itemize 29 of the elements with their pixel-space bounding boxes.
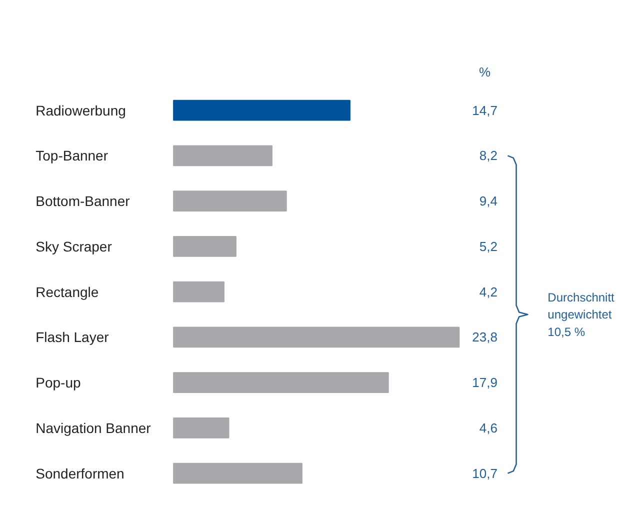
y-tick-label: Rectangle — [36, 284, 99, 300]
bar — [173, 417, 230, 438]
data-label: 14,7 — [472, 102, 498, 118]
data-label: 5,2 — [479, 238, 498, 254]
bar — [173, 236, 236, 257]
bar — [173, 281, 224, 302]
y-tick-label: Sky Scraper — [36, 238, 112, 254]
y-tick-label: Bottom-Banner — [36, 193, 130, 210]
data-label: 8,2 — [479, 148, 498, 164]
y-tick-label: Navigation Banner — [36, 420, 152, 436]
data-label: 4,2 — [479, 284, 498, 300]
y-tick-label: Top-Banner — [36, 148, 108, 164]
bar — [173, 372, 389, 394]
text: % — [479, 64, 492, 80]
y-tick-label: Radiowerbung — [36, 102, 126, 118]
bar — [173, 462, 302, 484]
y-tick-label: Flash Layer — [36, 329, 110, 346]
y-tick-label: Sonderformen — [36, 465, 124, 482]
data-label: 17,9 — [472, 375, 498, 390]
bar — [173, 326, 460, 348]
bar — [173, 100, 350, 121]
bar — [173, 145, 272, 166]
data-label: 4,6 — [479, 420, 498, 436]
data-label: 9,4 — [479, 194, 498, 209]
y-tick-label: Pop-up — [36, 374, 81, 391]
text: Durchschnitt ungewichtet 10,5 % — [548, 290, 616, 339]
bar — [173, 190, 287, 212]
data-label: 23,8 — [472, 330, 498, 345]
data-label: 10,7 — [472, 466, 498, 481]
